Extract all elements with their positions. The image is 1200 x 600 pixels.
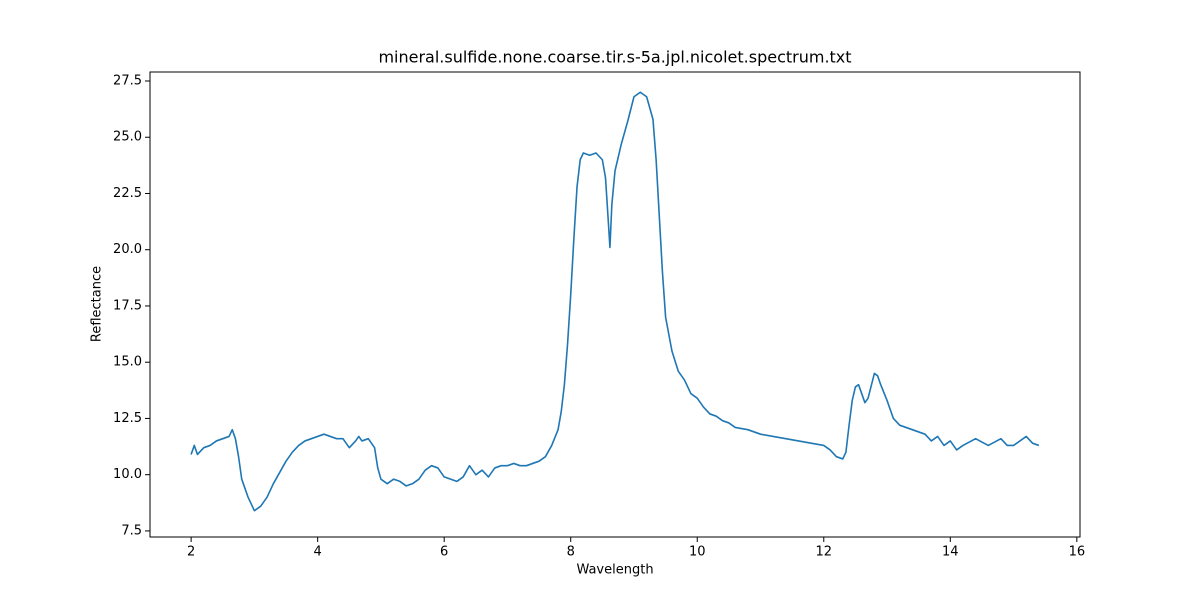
y-tick-label: 20.0 [113,242,142,257]
y-tick-label: 15.0 [113,355,142,370]
y-tick-label: 10.0 [113,467,142,482]
x-tick-label: 14 [942,545,959,560]
y-tick-label: 12.5 [113,411,142,426]
x-tick-label: 2 [187,545,195,560]
x-axis-label: Wavelength [576,563,653,578]
plot-frame [149,71,1081,538]
x-tick-label: 6 [440,545,448,560]
chart-title: mineral.sulfide.none.coarse.tir.s-5a.jpl… [378,48,851,67]
y-tick-label: 22.5 [113,186,142,201]
y-tick-label: 27.5 [113,73,142,88]
x-tick-label: 10 [689,545,706,560]
y-tick-label: 7.5 [121,523,142,538]
x-tick-label: 12 [816,545,833,560]
x-tick-label: 8 [567,545,575,560]
y-axis-label: Reflectance [90,266,105,342]
y-tick-label: 25.0 [113,130,142,145]
x-tick-label: 16 [1069,545,1086,560]
spectrum-line [190,91,1040,512]
x-tick-label: 4 [314,545,322,560]
y-tick-label: 17.5 [113,298,142,313]
